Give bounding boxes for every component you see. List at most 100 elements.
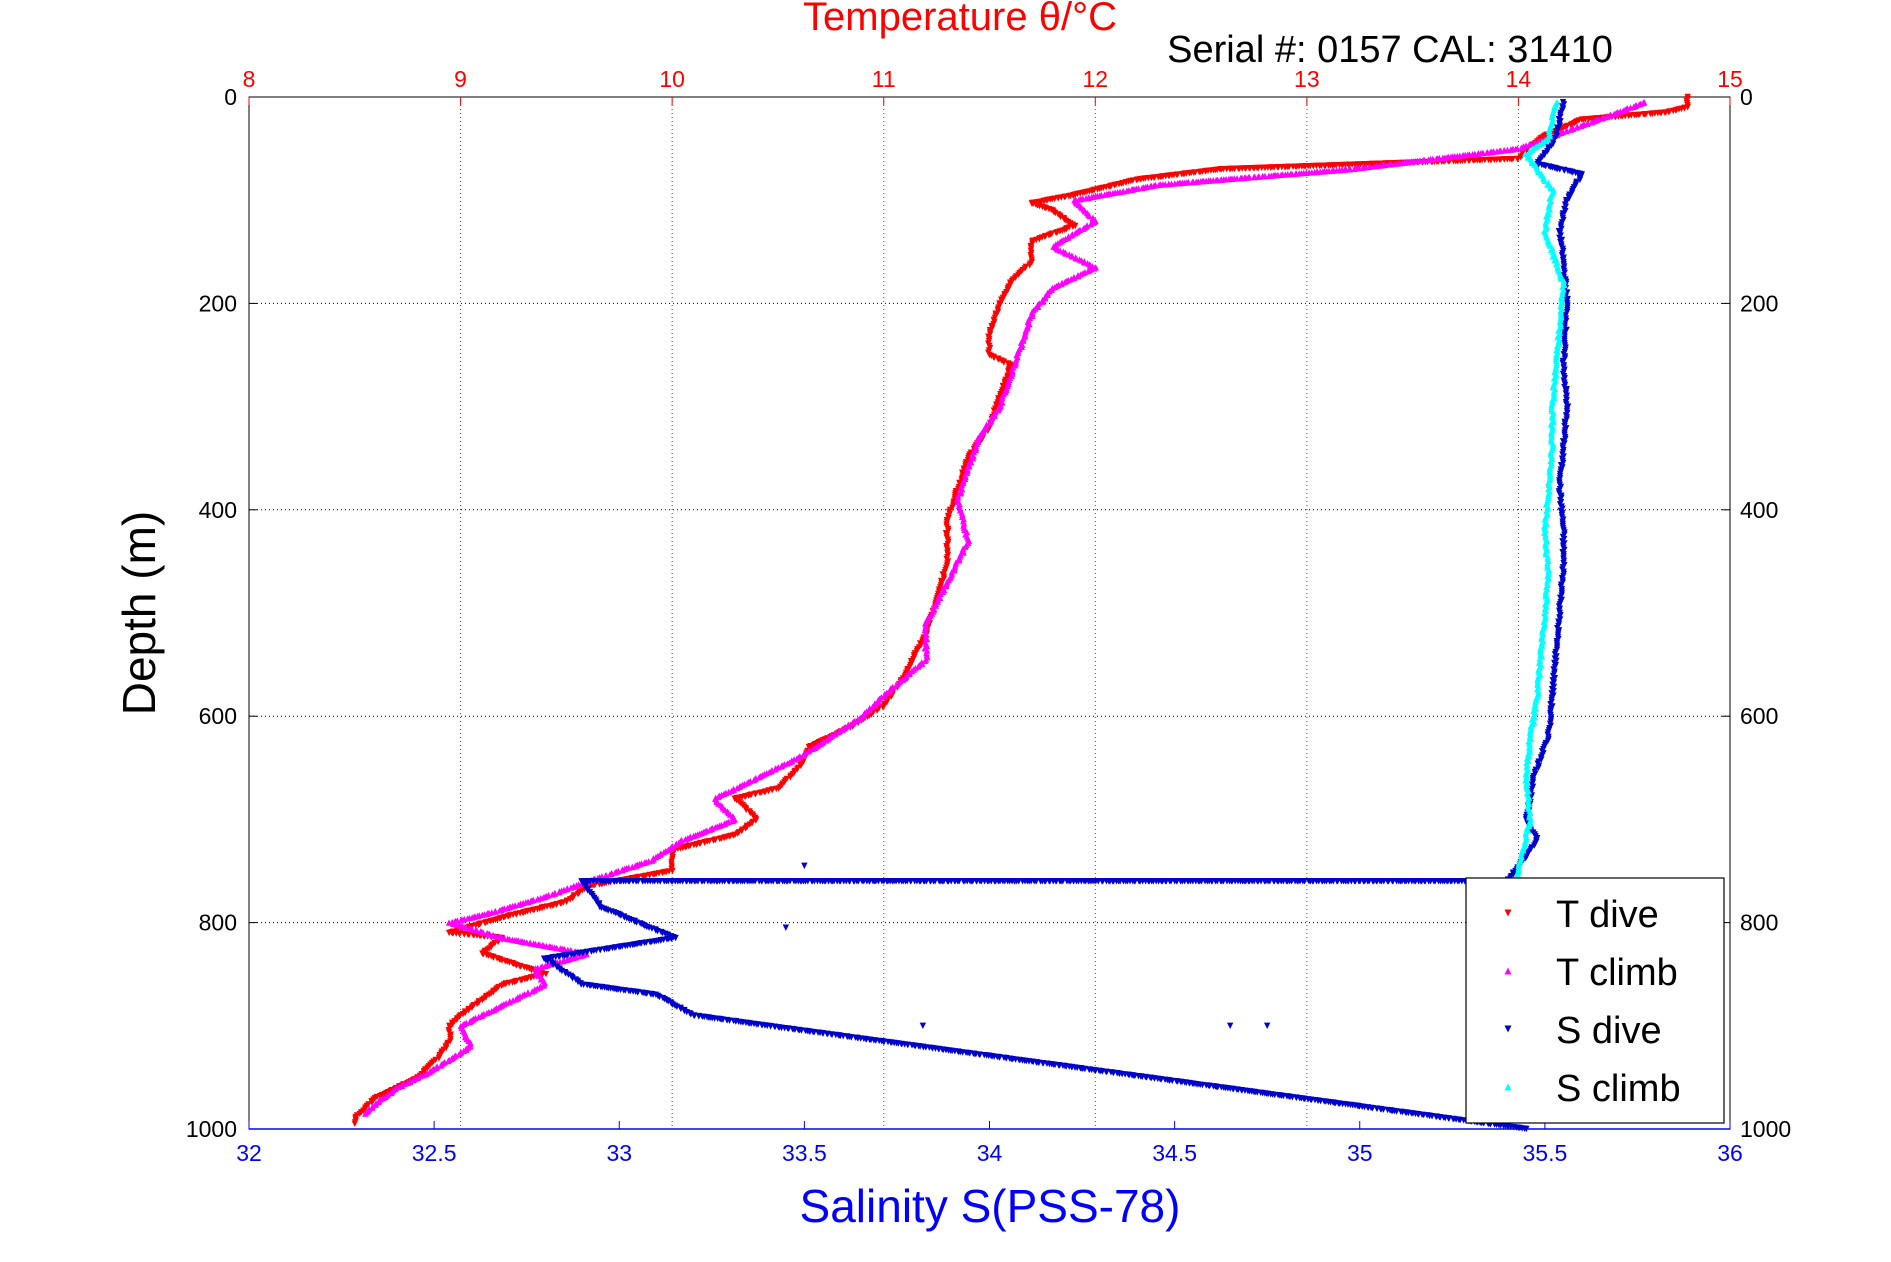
s-scattered-off-profile-marker (782, 924, 790, 931)
tick-label-bottom: 32 (236, 1140, 262, 1166)
tick-label-bottom: 33.5 (782, 1140, 827, 1166)
tick-label-bottom: 35 (1347, 1140, 1373, 1166)
t-dive-marker (1647, 110, 1654, 118)
t-climb-marker (555, 888, 563, 896)
t-climb-marker (1359, 164, 1367, 171)
s-dive-marker (1544, 147, 1551, 155)
s-dive-marker (1531, 842, 1538, 849)
t-dive-marker (447, 1038, 454, 1045)
tick-label-top: 12 (1082, 66, 1108, 92)
s-dive-marker (976, 1051, 984, 1059)
t-climb-marker (533, 971, 541, 978)
t-climb-marker (602, 872, 609, 880)
s-dive-marker (808, 878, 816, 885)
t-climb-marker (682, 836, 689, 843)
s-dive-marker (1169, 1077, 1176, 1085)
tick-label-top: 13 (1294, 66, 1320, 92)
t-climb-marker (549, 891, 556, 898)
s-dive-marker (936, 878, 943, 885)
tick-label-left: 0 (224, 84, 237, 110)
t-dive-marker (517, 977, 525, 984)
t-climb-marker (1370, 163, 1378, 170)
s-dive-marker (848, 1034, 855, 1041)
t-climb-marker (921, 657, 929, 665)
legend-box (1465, 877, 1725, 1124)
t-climb-marker (1351, 165, 1358, 172)
s-dive-marker (639, 878, 647, 885)
s-dive-marker (790, 878, 798, 885)
t-climb-marker (991, 412, 998, 419)
legend: T dive T climb S dive S climb (1465, 877, 1725, 1124)
s-dive-marker (1369, 1105, 1376, 1112)
s-dive-marker (1380, 1106, 1387, 1113)
legend-marker (1504, 1025, 1512, 1033)
t-climb-marker (1075, 272, 1082, 280)
tick-label-left: 800 (199, 910, 237, 936)
tick-label-left: 200 (199, 290, 237, 316)
s-scattered-off-profile-marker (1226, 1022, 1234, 1029)
t-climb-marker (1265, 172, 1273, 180)
t-climb-marker (1611, 110, 1618, 117)
tick-label-top: 11 (872, 66, 896, 92)
s-dive-marker (1548, 142, 1555, 149)
tick-label-top: 14 (1506, 66, 1532, 92)
t-climb-marker (1087, 221, 1095, 228)
t-climb-marker (496, 907, 503, 914)
s-dive-marker (1576, 176, 1584, 184)
tick-label-right: 0 (1740, 84, 1753, 110)
tick-label-bottom: 33 (606, 1140, 632, 1166)
t-climb-marker (1086, 212, 1093, 220)
t-climb-marker (1425, 156, 1432, 163)
t-dive-marker (1178, 171, 1186, 178)
t-climb-marker (618, 867, 626, 874)
tick-label-top: 10 (659, 66, 685, 92)
tick-label-bottom: 32.5 (412, 1140, 457, 1166)
s-dive-marker (1538, 756, 1545, 763)
t-climb-marker (529, 988, 536, 995)
s-dive-marker (1037, 878, 1044, 885)
t-dive-marker (1514, 155, 1521, 163)
t-climb-marker (733, 784, 741, 792)
tick-label-right: 600 (1740, 703, 1778, 729)
tick-label-left: 1000 (186, 1116, 237, 1142)
t-climb-marker (479, 929, 487, 936)
s-scattered-off-profile-marker (919, 1022, 927, 1029)
t-climb-marker (893, 682, 900, 689)
tick-label-bottom: 35.5 (1522, 1140, 1567, 1166)
s-dive-marker (634, 989, 642, 996)
s-dive-marker (582, 883, 589, 891)
x-axis-bottom-label: Salinity S(PSS-78) (800, 1180, 1181, 1232)
t-climb-marker (1567, 126, 1574, 133)
t-climb-marker (362, 1110, 369, 1117)
t-dive-marker (456, 930, 464, 938)
tick-label-top: 8 (243, 66, 256, 92)
t-climb-marker (534, 896, 542, 903)
t-climb-marker (577, 952, 584, 960)
s-dive-marker (960, 878, 967, 885)
t-climb-marker (729, 817, 736, 825)
tick-label-right: 1000 (1740, 1116, 1791, 1142)
t-climb-marker (1518, 144, 1525, 152)
t-dive-marker (883, 699, 891, 706)
chart-subtitle: Serial #: 0157 CAL: 31410 (1167, 29, 1613, 71)
t-dive-marker (351, 1120, 358, 1128)
t-climb-marker (1588, 118, 1595, 126)
s-climb-marker (1525, 149, 1533, 156)
legend-label: T dive (1556, 894, 1659, 936)
tick-label-top: 15 (1717, 66, 1743, 92)
s-dive-marker (1305, 878, 1313, 885)
s-dive-marker (1103, 1068, 1110, 1076)
s-dive-marker (1063, 878, 1071, 885)
tick-label-top: 9 (454, 66, 467, 92)
t-climb-marker (750, 776, 758, 784)
s-scattered-off-profile-marker (801, 862, 808, 870)
legend-label: T climb (1556, 952, 1678, 994)
legend-label: S dive (1556, 1010, 1662, 1052)
t-dive-marker (940, 575, 948, 582)
s-dive-marker (996, 1054, 1003, 1061)
s-dive-marker (1535, 764, 1542, 771)
t-climb-marker (849, 720, 856, 727)
t-dive-marker (465, 931, 473, 939)
tick-label-right: 200 (1740, 290, 1778, 316)
s-climb-marker (1544, 181, 1551, 188)
